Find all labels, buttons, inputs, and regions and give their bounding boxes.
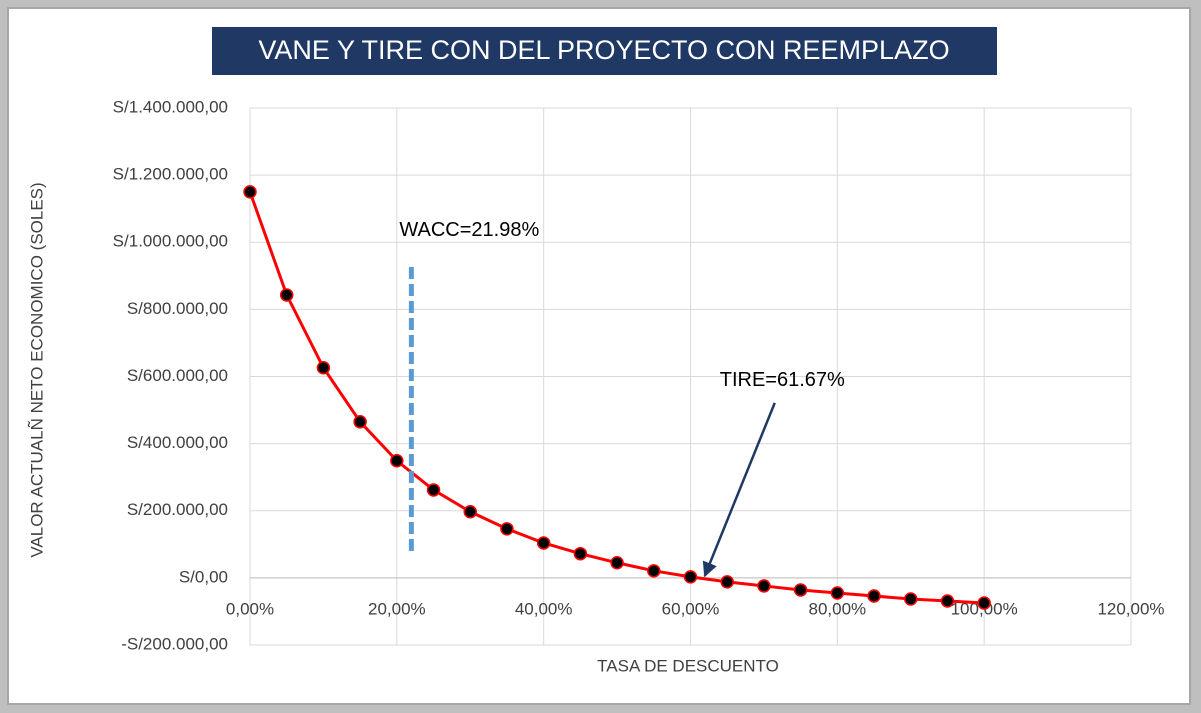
data-point xyxy=(279,288,294,302)
tire-arrow xyxy=(702,402,776,578)
x-tick-label: 0,00% xyxy=(226,599,274,618)
y-tick-label: S/1.000.000,00 xyxy=(113,232,228,251)
chart-frame xyxy=(7,7,1191,705)
data-point xyxy=(353,415,367,429)
data-point xyxy=(867,589,881,603)
x-tick-label: 40,00% xyxy=(515,599,573,618)
data-point xyxy=(977,596,991,610)
y-tick-label: S/400.000,00 xyxy=(127,433,228,452)
x-tick-label: 80,00% xyxy=(808,599,866,618)
y-tick-label: S/0,00 xyxy=(179,567,228,586)
data-point xyxy=(316,361,331,375)
y-tick-label: S/600.000,00 xyxy=(127,366,228,385)
x-tick-label: 120,00% xyxy=(1097,599,1164,618)
data-point xyxy=(904,592,918,606)
data-point xyxy=(830,586,845,600)
data-point xyxy=(426,483,441,497)
y-tick-label: S/1.400.000,00 xyxy=(113,97,228,116)
data-point xyxy=(463,505,477,519)
data-point xyxy=(757,579,771,593)
annotation: WACC=21.98% xyxy=(399,219,539,241)
y-tick-label: S/200.000,00 xyxy=(127,500,228,519)
data-point xyxy=(536,536,551,550)
data-point xyxy=(683,570,698,584)
x-tick-label: 20,00% xyxy=(368,599,426,618)
annotation: TIRE=61.67% xyxy=(720,369,845,391)
data-point xyxy=(500,522,514,536)
x-axis-title: TASA DE DESCUENTO xyxy=(597,656,779,675)
data-point xyxy=(647,564,661,578)
data-point xyxy=(610,556,624,570)
data-point xyxy=(793,583,808,597)
x-tick-label: 60,00% xyxy=(662,599,720,618)
data-point xyxy=(243,185,257,199)
title-box xyxy=(212,27,997,75)
y-tick-label: S/1.200.000,00 xyxy=(113,165,228,184)
data-point xyxy=(573,546,588,561)
chart-title: VANE Y TIRE CON DEL PROYECTO CON REEMPLA… xyxy=(258,35,949,65)
y-tick-label: S/800.000,00 xyxy=(127,299,228,318)
y-axis-title: VALOR ACTUALÑ NETO ECONOMICO (SOLES) xyxy=(27,182,46,557)
data-point xyxy=(390,453,404,468)
y-tick-label: -S/200.000,00 xyxy=(121,634,228,653)
data-point xyxy=(720,575,734,589)
data-point xyxy=(940,594,955,608)
